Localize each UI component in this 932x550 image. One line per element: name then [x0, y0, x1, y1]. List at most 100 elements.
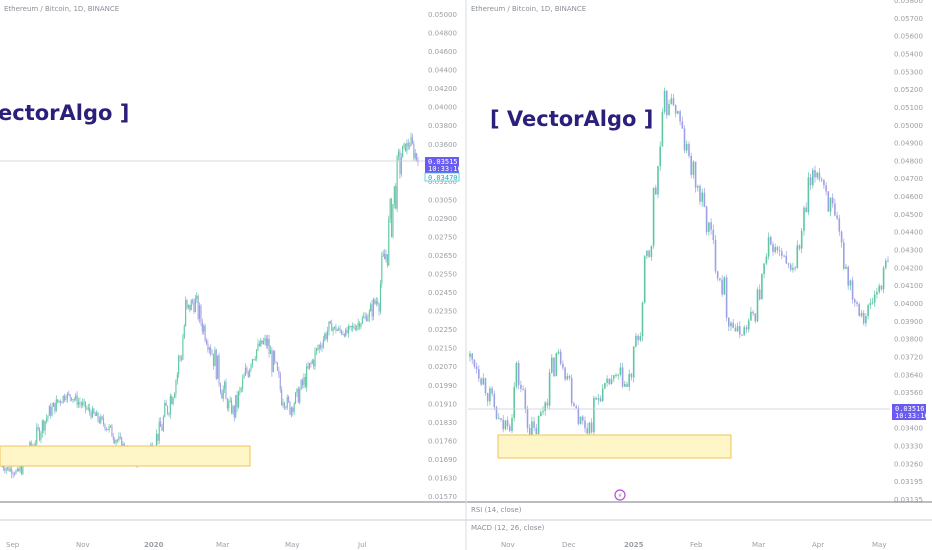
right-candle-body: [862, 312, 865, 324]
right-candle-body: [794, 267, 796, 269]
left-candle-body: [174, 393, 176, 398]
left-candle-body: [15, 470, 17, 474]
left-watermark: ectorAlgo ]: [0, 101, 129, 125]
right-candle-body: [509, 426, 511, 431]
right-x-tick: Dec: [562, 541, 576, 549]
left-x-tick: Nov: [76, 541, 90, 549]
left-candle-body: [350, 326, 352, 328]
right-candle-body: [643, 256, 646, 303]
left-candle-body: [96, 412, 98, 416]
left-candle-body: [165, 403, 167, 406]
left-chart-panel[interactable]: Ethereum / Bitcoin, 1D, BINANCE ectorAlg…: [0, 5, 466, 549]
right-event-marker-icon[interactable]: [614, 489, 626, 501]
right-candle-body: [531, 421, 533, 437]
left-candle-body: [236, 395, 238, 408]
left-candle-body: [40, 433, 42, 440]
right-x-tick: May: [872, 541, 886, 549]
right-candle-body: [469, 353, 471, 357]
right-candle-body: [495, 407, 498, 419]
left-candle-body: [264, 338, 266, 341]
right-candle-body: [632, 346, 635, 378]
left-candle-body: [338, 328, 340, 330]
left-candle-body: [90, 412, 92, 418]
left-y-tick: 0.02750: [428, 234, 457, 242]
right-candle-body: [761, 273, 763, 300]
left-candle-body: [293, 403, 295, 412]
left-candle-body: [118, 436, 120, 441]
right-macd-label[interactable]: MACD (12, 26, close): [471, 524, 545, 532]
left-candle-body: [274, 351, 276, 362]
left-candle-body: [261, 340, 263, 344]
left-candle-body: [238, 391, 240, 408]
left-candle-body: [11, 469, 13, 474]
left-time-axis[interactable]: Sep Nov 2020 Mar May Jul: [6, 541, 367, 549]
left-candle-body: [313, 360, 315, 367]
right-candle-body: [637, 335, 639, 341]
left-secondary-tag: 0.03470: [428, 174, 458, 182]
right-candle-body: [604, 382, 606, 389]
right-x-tick: 2025: [624, 541, 644, 549]
right-candle-body: [597, 398, 600, 400]
left-candle-body: [406, 143, 408, 152]
right-candle-body: [743, 327, 745, 336]
left-candle-body: [377, 301, 379, 304]
right-candle-body: [783, 255, 785, 257]
right-candle-body: [613, 375, 615, 379]
left-candle-body: [413, 143, 415, 159]
right-candle-body: [814, 170, 816, 178]
right-rsi-label[interactable]: RSI (14, close): [471, 506, 522, 514]
right-candle-body: [781, 251, 783, 256]
right-time-axis[interactable]: Nov Dec 2025 Feb Mar Apr May: [501, 541, 886, 549]
right-candle-body: [885, 260, 887, 268]
right-candle-body: [849, 280, 852, 286]
left-candle-body: [207, 344, 209, 350]
right-candle-body: [776, 247, 779, 251]
right-candle-body: [566, 376, 569, 380]
left-candle-body: [268, 339, 270, 354]
right-candle-body: [475, 366, 478, 369]
left-candle-body: [20, 464, 22, 474]
right-candle-body: [635, 335, 637, 347]
left-candle-body: [279, 374, 281, 390]
left-candle-body: [263, 341, 265, 344]
right-candle-body: [767, 237, 770, 257]
right-candle-body: [502, 419, 504, 430]
right-y-tick: 0.05800: [894, 0, 923, 5]
left-candle-body: [275, 361, 277, 363]
right-candle-body: [820, 179, 823, 181]
right-candle-body: [792, 267, 794, 270]
left-candle-body: [80, 403, 82, 406]
left-x-tick: 2020: [144, 541, 164, 549]
left-candle-body: [176, 374, 178, 381]
right-candle-body: [867, 305, 869, 317]
left-candle-body: [325, 333, 327, 339]
left-candle-body: [2, 466, 4, 469]
left-candle-body: [289, 401, 291, 415]
right-countdown-tag: 10:33:16: [895, 412, 929, 420]
left-candle-body: [258, 343, 260, 346]
right-y-tick: 0.05400: [894, 51, 923, 59]
left-candle-body: [300, 379, 302, 390]
left-candle-body: [389, 198, 391, 219]
right-candle-body: [809, 177, 812, 186]
left-candle-body: [407, 143, 409, 147]
left-price-axis[interactable]: 0.05000 0.04800 0.04600 0.04400 0.04200 0.040…: [428, 11, 457, 501]
right-candle-body: [606, 378, 608, 383]
left-candle-body: [9, 469, 11, 472]
right-y-tick: 0.03900: [894, 318, 923, 326]
right-chart-panel[interactable]: Ethereum / Bitcoin, 1D, BINANCE [ Vector…: [466, 0, 932, 549]
left-candle-body: [342, 333, 344, 335]
left-candle-body: [97, 412, 99, 420]
left-candle-body: [171, 396, 173, 404]
right-candle-body: [677, 111, 679, 114]
right-candle-body: [838, 218, 841, 232]
right-price-axis[interactable]: 0.05800 0.05700 0.05600 0.05400 0.05300 0.052…: [894, 0, 923, 504]
right-candle-body: [785, 255, 788, 264]
left-candle-body: [50, 406, 52, 416]
right-candle-body: [506, 420, 509, 427]
left-x-tick: May: [285, 541, 299, 549]
left-candle-body: [281, 389, 283, 406]
right-candle-body: [721, 279, 723, 295]
left-y-tick: 0.02900: [428, 215, 457, 223]
